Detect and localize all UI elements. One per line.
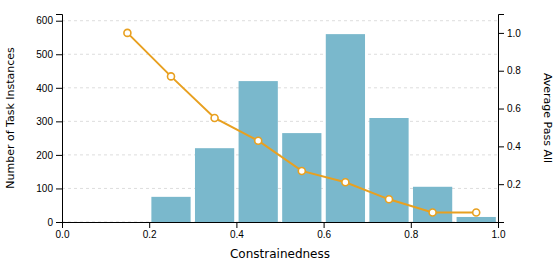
tick-mark: [498, 33, 504, 34]
marker: [473, 209, 480, 216]
tick-mark: [56, 121, 62, 122]
tick: 1.0: [492, 222, 506, 240]
marker: [386, 196, 393, 203]
tick-mark: [498, 71, 504, 72]
tick: 0: [47, 217, 62, 228]
x-axis-title: Constrainedness: [230, 247, 330, 261]
marker: [168, 73, 175, 80]
axis-line: [499, 15, 505, 223]
tick-label: 0.6: [317, 229, 331, 240]
plot: 0.0 0.2 0.4 0.6 0.8 1.0 0 100 200 300 400 500 600 0.2…: [36, 15, 521, 241]
tick: 0.6: [317, 222, 331, 240]
tick: 0.4: [230, 222, 244, 240]
grid: [62, 21, 498, 222]
line: [127, 33, 476, 213]
y-axis: 0 100 200 300 400 500 600: [36, 15, 62, 228]
tick: 200: [36, 150, 62, 161]
bar: [326, 34, 365, 222]
marker: [124, 29, 131, 36]
bar: [457, 217, 496, 222]
x-axis: 0.0 0.2 0.4 0.6 0.8 1.0: [56, 222, 506, 240]
tick-mark: [236, 222, 237, 228]
marker: [429, 209, 436, 216]
tick-label: 0.4: [230, 229, 244, 240]
tick-mark: [56, 21, 62, 22]
axis-line: [63, 223, 499, 229]
tick-label: 0.2: [143, 229, 157, 240]
tick-mark: [149, 222, 150, 228]
tick: 500: [36, 49, 62, 60]
tick-label: 500: [36, 49, 53, 60]
tick-mark: [324, 222, 325, 228]
bar: [413, 187, 452, 222]
tick-label: 0.8: [404, 229, 418, 240]
tick: 0.6: [498, 103, 521, 114]
bar: [195, 148, 234, 222]
tick-mark: [411, 222, 412, 228]
marker: [211, 115, 218, 122]
bar: [369, 118, 408, 222]
tick-mark: [56, 222, 62, 223]
tick-label: 0.0: [56, 229, 70, 240]
grid-line: [62, 87, 498, 88]
tick-mark: [498, 109, 504, 110]
tick-label: 0.4: [507, 141, 521, 152]
tick-mark: [498, 184, 504, 185]
grid-line: [62, 20, 498, 21]
bar-series: [151, 34, 495, 222]
markers: [124, 29, 480, 216]
y2-axis-title: Average Pass All: [541, 73, 554, 163]
tick-mark: [56, 88, 62, 89]
tick: 0.4: [498, 141, 521, 152]
grid-line: [62, 121, 498, 122]
tick: 100: [36, 183, 62, 194]
tick: 0.0: [56, 222, 70, 240]
tick-mark: [56, 188, 62, 189]
grid-line: [62, 54, 498, 55]
tick-label: 1.0: [492, 229, 506, 240]
tick-label: 300: [36, 116, 53, 127]
chart: 0.0 0.2 0.4 0.6 0.8 1.0 0 100 200 300 400 500 600 0.2…: [0, 0, 556, 266]
tick: 300: [36, 116, 62, 127]
tick-label: 1.0: [507, 28, 521, 39]
tick-label: 0: [47, 217, 53, 228]
tick-label: 400: [36, 83, 53, 94]
tick: 0.8: [498, 65, 521, 76]
tick-mark: [56, 155, 62, 156]
tick: 0.2: [143, 222, 157, 240]
tick-mark: [56, 54, 62, 55]
tick: 1.0: [498, 28, 521, 39]
tick-label: 0.6: [507, 103, 521, 114]
bar: [239, 81, 278, 222]
axis-line: [56, 15, 63, 223]
tick-label: 100: [36, 183, 53, 194]
tick: 0.2: [498, 179, 521, 190]
bar: [151, 197, 190, 222]
tick: 600: [36, 15, 62, 26]
tick-label: 200: [36, 150, 53, 161]
marker: [298, 167, 305, 174]
marker: [255, 137, 262, 144]
y-axis-title: Number of Task Instances: [4, 47, 17, 189]
bar: [282, 133, 321, 222]
tick: 400: [36, 83, 62, 94]
tick-mark: [498, 146, 504, 147]
marker: [342, 179, 349, 186]
marks: [124, 29, 496, 222]
tick-label: 600: [36, 15, 53, 26]
tick: 0.8: [404, 222, 418, 240]
y2-axis: 0.2 0.4 0.6 0.8 1.0: [498, 15, 521, 223]
tick-label: 0.8: [507, 65, 521, 76]
tick-label: 0.2: [507, 179, 521, 190]
